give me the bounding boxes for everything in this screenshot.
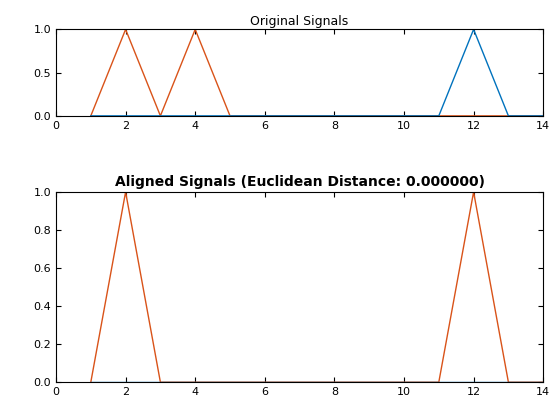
- Title: Aligned Signals (Euclidean Distance: 0.000000): Aligned Signals (Euclidean Distance: 0.0…: [115, 176, 484, 189]
- Title: Original Signals: Original Signals: [250, 15, 349, 28]
